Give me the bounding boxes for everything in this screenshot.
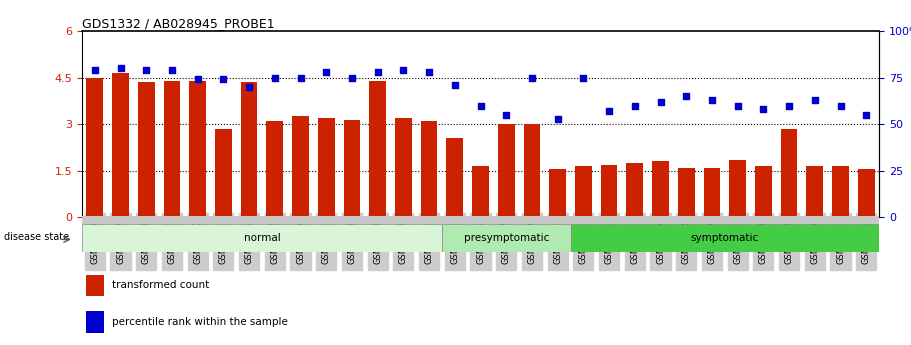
Point: [653, 99, 668, 105]
Bar: [549, 169, 566, 217]
Point: [859, 112, 874, 118]
Point: [268, 75, 282, 80]
Point: [807, 97, 822, 103]
Point: [834, 103, 848, 108]
Point: [525, 75, 539, 80]
Bar: [652, 161, 669, 217]
Point: [165, 67, 179, 73]
Point: [293, 75, 308, 80]
Bar: [781, 129, 797, 217]
Bar: [343, 120, 361, 217]
Bar: [498, 124, 515, 217]
Bar: [524, 124, 540, 217]
Point: [190, 77, 205, 82]
Point: [139, 67, 154, 73]
Point: [319, 69, 333, 75]
Bar: [730, 160, 746, 217]
Bar: [678, 168, 694, 217]
Bar: [87, 78, 103, 217]
Bar: [292, 117, 309, 217]
Bar: [318, 118, 334, 217]
Text: normal: normal: [243, 233, 281, 243]
Point: [782, 103, 796, 108]
Bar: [806, 166, 824, 217]
Bar: [421, 121, 437, 217]
Bar: [395, 118, 412, 217]
Point: [756, 107, 771, 112]
Point: [113, 66, 128, 71]
Point: [474, 103, 488, 108]
Bar: [575, 166, 592, 217]
Bar: [86, 275, 104, 296]
Bar: [858, 169, 875, 217]
Point: [679, 93, 693, 99]
Point: [87, 67, 102, 73]
Bar: [138, 82, 155, 217]
Bar: [442, 224, 570, 252]
Text: transformed count: transformed count: [112, 280, 210, 290]
Bar: [703, 168, 721, 217]
Point: [602, 108, 617, 114]
Point: [241, 84, 256, 90]
Text: presymptomatic: presymptomatic: [464, 233, 549, 243]
Bar: [86, 311, 104, 333]
Point: [705, 97, 720, 103]
Text: symptomatic: symptomatic: [691, 233, 759, 243]
Bar: [600, 165, 618, 217]
Bar: [82, 224, 442, 252]
Bar: [472, 166, 489, 217]
Point: [371, 69, 385, 75]
Bar: [446, 138, 463, 217]
Point: [576, 75, 590, 80]
Text: percentile rank within the sample: percentile rank within the sample: [112, 317, 288, 327]
Text: disease state: disease state: [4, 232, 69, 241]
Point: [447, 82, 462, 88]
Point: [499, 112, 514, 118]
Point: [422, 69, 436, 75]
Bar: [267, 121, 283, 217]
Bar: [189, 81, 206, 217]
Point: [731, 103, 745, 108]
Point: [216, 77, 230, 82]
Bar: [164, 81, 180, 217]
Bar: [215, 129, 231, 217]
Bar: [369, 81, 386, 217]
Point: [550, 116, 565, 121]
Bar: [570, 224, 879, 252]
Point: [628, 103, 642, 108]
Bar: [241, 82, 258, 217]
Bar: [112, 73, 129, 217]
Point: [396, 67, 411, 73]
Bar: [627, 163, 643, 217]
Text: GDS1332 / AB028945_PROBE1: GDS1332 / AB028945_PROBE1: [82, 17, 274, 30]
Bar: [755, 166, 772, 217]
Point: [344, 75, 359, 80]
Bar: [832, 166, 849, 217]
